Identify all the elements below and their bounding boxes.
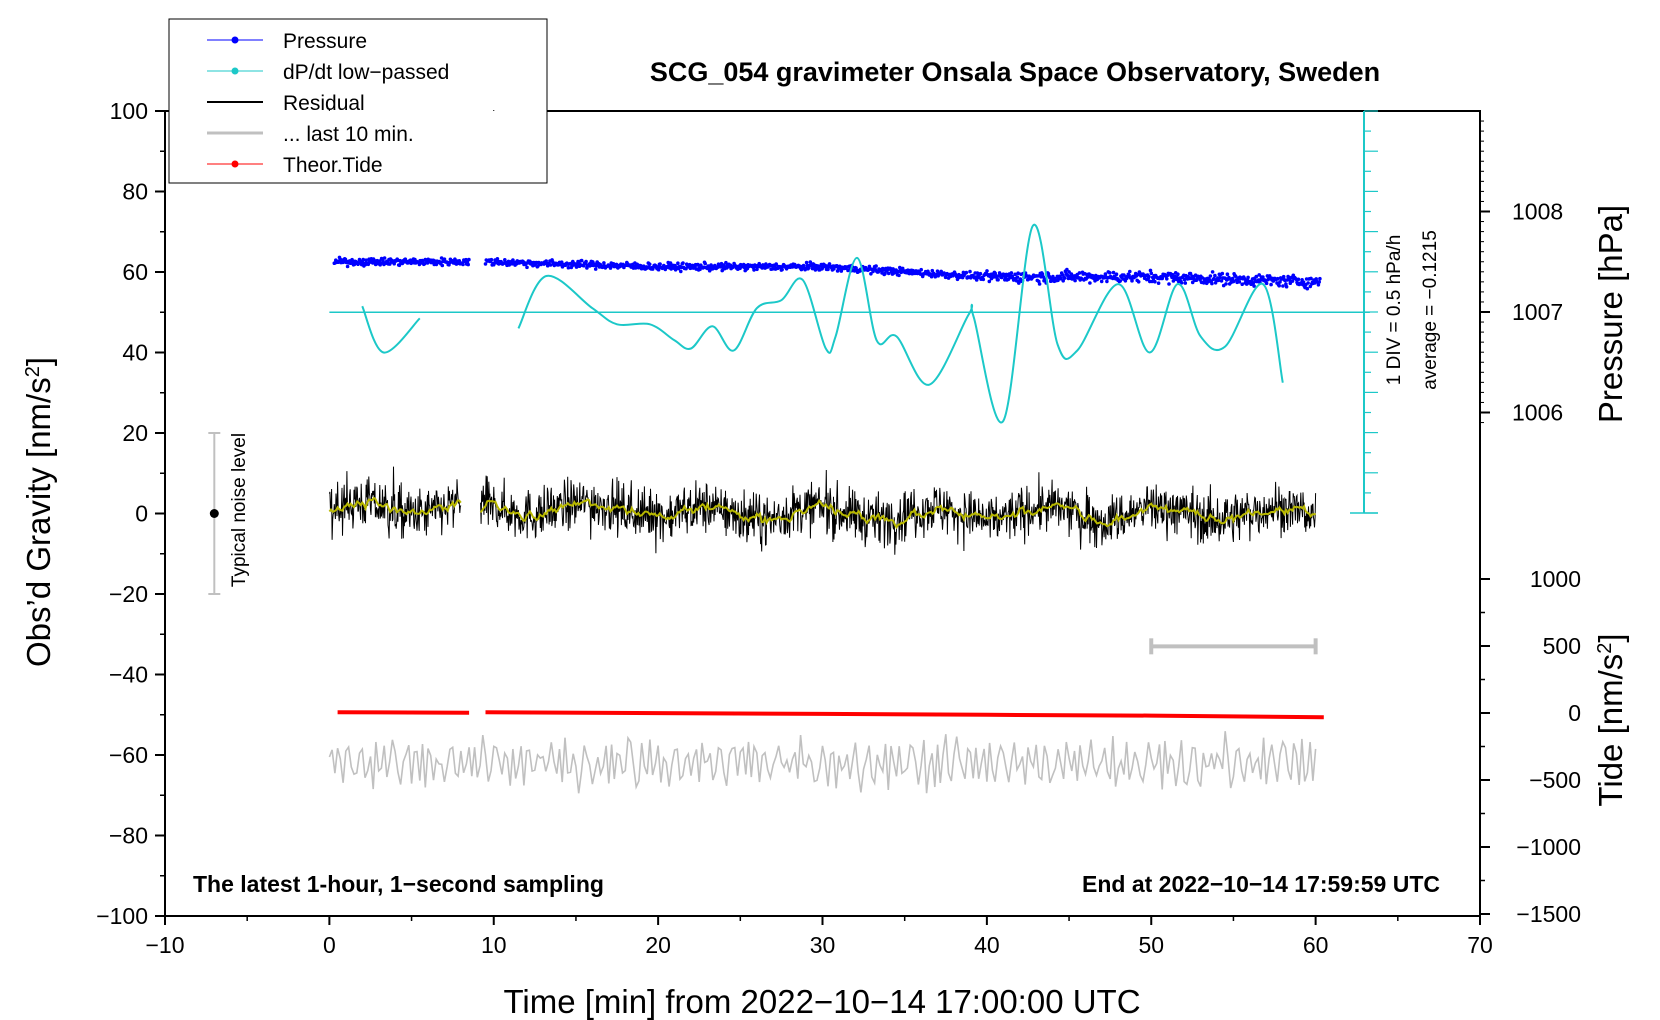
svg-text:dP/dt low−passed: dP/dt low−passed — [283, 61, 449, 84]
y-axis-label: Obs’d Gravity [nm/s2] — [20, 357, 57, 667]
x-tick-label: 20 — [645, 932, 671, 958]
y-tick-label: −40 — [109, 662, 148, 688]
tide-segment — [485, 710, 1324, 720]
last-10-min-series — [328, 731, 1317, 794]
y-tick-label: 20 — [122, 420, 148, 446]
residual-smoothed-line — [479, 498, 1317, 530]
residual-line — [328, 466, 462, 540]
x-tick-label: 70 — [1467, 932, 1493, 958]
legend-item-residual: Residual — [207, 92, 365, 115]
dpdt-scale-bar: 1 DIV = 0.5 hPa/h average = −0.1215 — [1350, 110, 1441, 514]
pressure-tick-label: 1007 — [1512, 299, 1563, 325]
tide-tick-label: 0 — [1568, 700, 1581, 726]
x-axis-label: Time [min] from 2022−10−14 17:00:00 UTC — [503, 983, 1140, 1020]
dpdt-line — [517, 223, 1284, 424]
y-tick-label: 100 — [110, 98, 148, 124]
theor-tide-series — [337, 710, 1324, 720]
svg-text:Pressure: Pressure — [283, 30, 367, 53]
pressure-tick-label: 1008 — [1512, 199, 1563, 225]
y-axis-tide: −1500 −1000 −500 0 500 1000 — [1480, 566, 1581, 927]
tide-tick-label: 500 — [1543, 633, 1581, 659]
chart-title: SCG_054 gravimeter Onsala Space Observat… — [650, 57, 1380, 87]
dpdt-series — [361, 223, 1284, 424]
annotation-end-time: End at 2022−10−14 17:59:59 UTC — [1082, 871, 1440, 897]
legend-item-last-10-min: ... last 10 min. — [207, 123, 414, 146]
legend-item-dpdt: dP/dt low−passed — [207, 61, 449, 84]
pressure-axis-label: Pressure [hPa] — [1592, 205, 1629, 423]
svg-text:... last 10 min.: ... last 10 min. — [283, 123, 414, 146]
y-tick-label: 80 — [122, 179, 148, 205]
x-axis: −10 0 10 20 30 40 50 60 70 — [145, 110, 1493, 958]
pressure-tick-label: 1006 — [1512, 400, 1563, 426]
annotation-latest-hour: The latest 1-hour, 1−second sampling — [193, 871, 604, 897]
y-tick-label: 40 — [122, 340, 148, 366]
legend-item-theor-tide: Theor.Tide — [207, 154, 383, 177]
x-tick-label: −10 — [145, 932, 184, 958]
x-tick-label: 60 — [1303, 932, 1329, 958]
y-tick-label: 0 — [135, 501, 148, 527]
legend: Pressure dP/dt low−passed Residual ... l… — [168, 18, 548, 184]
y-tick-label: −20 — [109, 581, 148, 607]
tide-tick-label: −500 — [1529, 767, 1581, 793]
y-axis-left: −100 −80 −60 −40 −20 0 20 40 60 80 100 — [96, 98, 165, 929]
tide-tick-label: −1500 — [1516, 901, 1581, 927]
y-tick-label: −60 — [109, 742, 148, 768]
last-10-min-line — [328, 731, 1317, 794]
pressure-dots — [483, 256, 1322, 291]
noise-level-bar: Typical noise level — [208, 432, 250, 595]
y-tick-label: −80 — [109, 823, 148, 849]
residual-line — [480, 469, 1317, 555]
dpdt-scale-label: 1 DIV = 0.5 hPa/h — [1384, 235, 1405, 386]
x-tick-label: 50 — [1138, 932, 1164, 958]
x-tick-label: 30 — [810, 932, 836, 958]
residual-smoothed-line — [328, 496, 462, 516]
y-tick-label: −100 — [96, 903, 148, 929]
dpdt-line — [361, 305, 421, 354]
legend-item-pressure: Pressure — [207, 30, 367, 53]
dpdt-average-label: average = −0.1215 — [1420, 230, 1441, 390]
x-tick-label: 10 — [481, 932, 507, 958]
pressure-dots — [332, 255, 471, 269]
residual-series — [328, 466, 1317, 555]
tide-tick-label: 1000 — [1530, 566, 1581, 592]
pressure-series — [332, 255, 1322, 291]
noise-bar-center — [209, 509, 219, 518]
x-tick-label: 40 — [974, 932, 1000, 958]
svg-text:Residual: Residual — [283, 92, 365, 115]
noise-level-label: Typical noise level — [229, 433, 250, 587]
last-10-min-bracket — [1149, 638, 1318, 655]
y-axis-pressure: 1006 1007 1008 — [1480, 120, 1563, 426]
tide-axis-label: Tide [nm/s2] — [1592, 633, 1629, 806]
y-tick-label: 60 — [122, 259, 148, 285]
svg-text:Theor.Tide: Theor.Tide — [283, 154, 383, 177]
x-tick-label: 0 — [323, 932, 336, 958]
tide-tick-label: −1000 — [1516, 834, 1581, 860]
